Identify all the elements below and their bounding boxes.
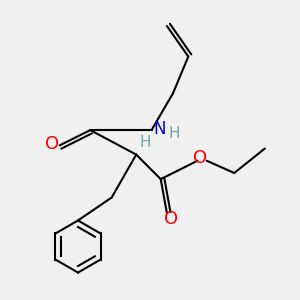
Text: H: H (140, 135, 151, 150)
Text: O: O (164, 210, 178, 228)
Text: N: N (153, 120, 166, 138)
Text: O: O (194, 149, 208, 167)
Text: H: H (168, 126, 180, 141)
Text: O: O (45, 135, 59, 153)
